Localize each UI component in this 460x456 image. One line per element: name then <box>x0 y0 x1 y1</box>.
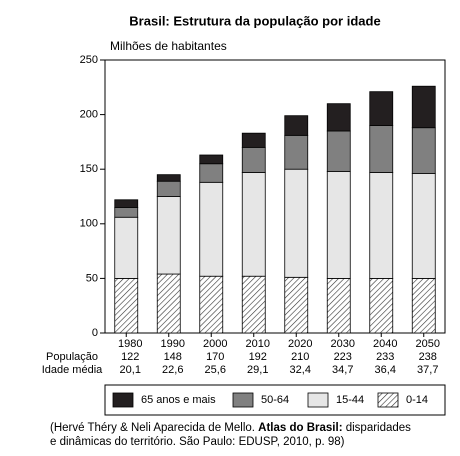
row-value: 238 <box>419 351 437 363</box>
row-value: 192 <box>249 351 267 363</box>
bar-segment <box>156 174 181 182</box>
source-text: disparidades <box>342 422 411 434</box>
y-tick-label: 150 <box>80 163 98 175</box>
legend-frame <box>104 384 446 416</box>
source-note: (Hervé Théry & Neli Aparecida de Mello. … <box>50 421 450 449</box>
bar-segment <box>284 134 309 170</box>
y-axis-label: Milhões de habitantes <box>110 39 227 53</box>
y-tick-label: 50 <box>86 272 98 284</box>
y-tick-label: 200 <box>80 109 98 121</box>
bar-segment <box>369 91 394 126</box>
legend-label: 0-14 <box>406 394 428 406</box>
bar-segment <box>241 172 266 277</box>
plot-frame <box>104 59 446 334</box>
row-label: População <box>46 351 98 363</box>
legend-label: 50-64 <box>261 394 289 406</box>
legend-swatch <box>307 392 329 408</box>
bar-segment <box>411 127 436 174</box>
bar-segment <box>369 125 394 173</box>
row-value: 34,7 <box>332 364 353 376</box>
row-label: Idade média <box>42 364 103 376</box>
legend-swatch <box>232 392 254 408</box>
bar-segment <box>156 196 181 275</box>
bar-segment <box>199 275 224 334</box>
row-value: 36,4 <box>375 364 396 376</box>
bar-segment <box>369 172 394 279</box>
bar-segment <box>199 163 224 183</box>
x-tick-label: 2050 <box>416 338 440 350</box>
bar-segment <box>411 277 436 334</box>
bar-segment <box>241 275 266 334</box>
bar-segment <box>156 180 181 197</box>
bar-segment <box>326 103 351 132</box>
row-value: 22,6 <box>162 364 183 376</box>
bar-segment <box>114 277 139 334</box>
legend-label: 65 anos e mais <box>141 394 216 406</box>
bar-segment <box>411 173 436 279</box>
x-tick-label: 2040 <box>373 338 397 350</box>
bar-segment <box>284 276 309 334</box>
row-value: 25,6 <box>205 364 226 376</box>
bar-segment <box>284 115 309 136</box>
legend-swatch <box>377 392 399 408</box>
bar-segment <box>241 146 266 173</box>
bar-segment <box>326 130 351 172</box>
bar-segment <box>114 216 139 279</box>
row-value: 148 <box>164 351 182 363</box>
x-tick-label: 2030 <box>331 338 355 350</box>
bar-segment <box>199 154 224 165</box>
source-title: Atlas do Brasil: <box>258 422 343 434</box>
row-value: 122 <box>121 351 139 363</box>
row-value: 223 <box>334 351 352 363</box>
row-value: 233 <box>376 351 394 363</box>
y-tick-label: 0 <box>92 327 98 339</box>
bar-segment <box>114 207 139 218</box>
row-value: 29,1 <box>247 364 268 376</box>
bar-segment <box>199 181 224 277</box>
legend-swatch <box>112 392 134 408</box>
row-value: 32,4 <box>290 364 311 376</box>
source-text: e dinâmicas do território. São Paulo: ED… <box>50 436 345 448</box>
x-tick-label: 2010 <box>246 338 270 350</box>
legend-label: 15-44 <box>336 394 364 406</box>
chart: Brasil: Estrutura da população por idade… <box>42 13 446 416</box>
x-tick-label: 1980 <box>118 338 142 350</box>
bar-segment <box>326 170 351 279</box>
bar-segment <box>241 132 266 148</box>
chart-title: Brasil: Estrutura da população por idade <box>129 13 380 28</box>
bar-segment <box>326 277 351 334</box>
bar-segment <box>284 168 309 278</box>
x-tick-label: 2020 <box>288 338 312 350</box>
row-value: 37,7 <box>417 364 438 376</box>
bar-segment <box>156 273 181 334</box>
y-tick-label: 100 <box>80 218 98 230</box>
x-tick-label: 2000 <box>203 338 227 350</box>
bar-segment <box>411 85 436 129</box>
row-value: 210 <box>291 351 309 363</box>
bar-segment <box>114 199 139 208</box>
row-value: 20,1 <box>120 364 141 376</box>
bar-segment <box>369 277 394 334</box>
source-text: (Hervé Théry & Neli Aparecida de Mello. <box>50 422 259 434</box>
row-value: 170 <box>206 351 224 363</box>
y-tick-label: 250 <box>80 54 98 66</box>
x-tick-label: 1990 <box>161 338 185 350</box>
